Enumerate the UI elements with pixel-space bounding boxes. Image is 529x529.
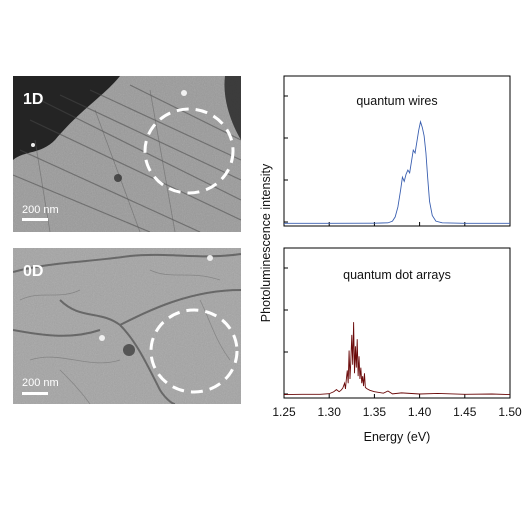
micrograph-0d [13,248,241,404]
x-tick-label: 1.50 [498,405,522,419]
y-axis-title: Photoluminescence intensity [259,163,273,322]
x-axis-title: Energy (eV) [364,430,431,444]
micrograph-1d [13,76,241,232]
x-tick-label: 1.35 [363,405,387,419]
x-ticks-bottom [283,394,511,398]
scale-bar-0d-label: 200 nm [22,377,59,389]
x-tick-label: 1.30 [318,405,342,419]
scale-bar-1d-label: 200 nm [22,204,59,216]
highlight-circle-1d [143,107,235,195]
plot-label-bottom: quantum dot arrays [343,268,451,282]
scale-bar-1d [22,218,48,221]
y-ticks-bottom [284,267,288,395]
y-ticks-top [284,95,288,223]
x-ticks-top [283,222,511,226]
plot-frame-top [283,75,511,227]
x-tick-label: 1.40 [408,405,432,419]
scale-bar-0d [22,392,48,395]
x-tick-label: 1.45 [453,405,477,419]
plot-label-top: quantum wires [356,94,437,108]
series-line-quantum-wires [284,120,510,224]
x-tick-label: 1.25 [272,405,296,419]
micrograph-1d-label: 1D [23,91,43,108]
x-tick-labels: 1.25 1.30 1.35 1.40 1.45 1.50 [272,405,522,419]
plot-frame-bottom [283,247,511,399]
highlight-circle-0d [149,308,239,394]
micrograph-0d-label: 0D [23,263,43,280]
series-line-quantum-dot-arrays [283,322,511,396]
